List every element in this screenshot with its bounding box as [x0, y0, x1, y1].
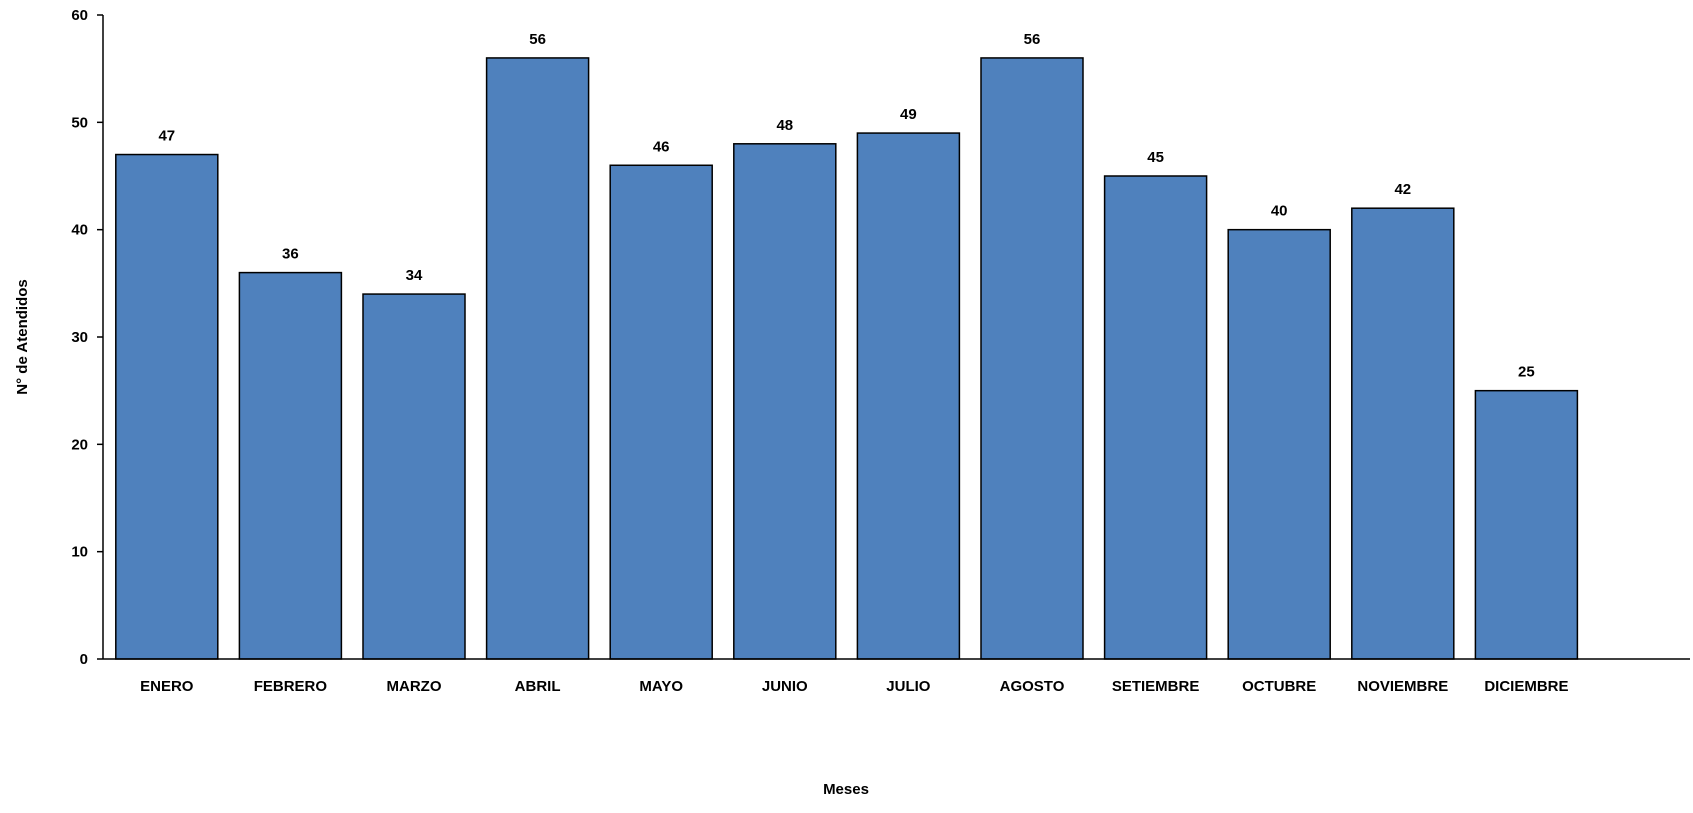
- x-tick-label-setiembre: SETIEMBRE: [1112, 678, 1200, 695]
- y-tick-label: 20: [71, 436, 88, 453]
- bar-agosto: [980, 57, 1084, 660]
- x-axis-title: Meses: [823, 781, 869, 798]
- data-label-mayo: 46: [653, 138, 670, 155]
- x-tick-label-junio: JUNIO: [762, 678, 808, 695]
- y-tick-label: 60: [71, 7, 88, 24]
- bar-octubre: [1227, 228, 1331, 660]
- bar-diciembre: [1474, 389, 1579, 660]
- x-tick-label-febrero: FEBRERO: [254, 678, 328, 695]
- y-tick-label: 50: [71, 114, 88, 131]
- data-label-octubre: 40: [1271, 203, 1288, 220]
- data-label-marzo: 34: [406, 267, 423, 284]
- x-tick-label-julio: JULIO: [886, 678, 931, 695]
- data-label-junio: 48: [776, 117, 793, 134]
- x-tick-label-octubre: OCTUBRE: [1242, 678, 1316, 695]
- x-tick-label-agosto: AGOSTO: [1000, 678, 1065, 695]
- x-tick-label-mayo: MAYO: [639, 678, 683, 695]
- bar-setiembre: [1103, 175, 1208, 660]
- data-label-diciembre: 25: [1518, 364, 1535, 381]
- y-tick-label: 30: [71, 329, 88, 346]
- data-label-agosto: 56: [1024, 31, 1041, 48]
- bar-marzo: [362, 293, 466, 660]
- y-tick-label: 10: [71, 544, 88, 561]
- data-label-julio: 49: [900, 106, 917, 123]
- bar-enero: [115, 153, 219, 660]
- bar-junio: [733, 143, 837, 660]
- bar-abril: [485, 57, 590, 660]
- bar-mayo: [609, 164, 713, 660]
- bars-group: [115, 57, 1579, 660]
- data-label-setiembre: 45: [1147, 149, 1164, 166]
- data-label-febrero: 36: [282, 246, 299, 263]
- y-axis-ticks: 0 10 20 30 40 50 60: [71, 7, 103, 668]
- x-tick-label-marzo: MARZO: [387, 678, 442, 695]
- y-axis-title: N° de Atendidos: [14, 279, 31, 394]
- bar-febrero: [238, 271, 343, 660]
- x-tick-label-diciembre: DICIEMBRE: [1484, 678, 1568, 695]
- data-label-noviembre: 42: [1394, 181, 1411, 198]
- x-axis-category-labels: ENERO FEBRERO MARZO ABRIL MAYO JUNIO JULIO AGOS…: [140, 678, 1568, 695]
- y-tick-label: 40: [71, 222, 88, 239]
- bar-julio: [856, 132, 961, 660]
- data-label-enero: 47: [158, 128, 175, 145]
- bar-noviembre: [1351, 207, 1455, 660]
- y-tick-label: 0: [80, 651, 88, 668]
- data-label-abril: 56: [529, 31, 546, 48]
- x-tick-label-abril: ABRIL: [515, 678, 561, 695]
- data-labels-group: 47 36 34 56 46 48 49 56 45 40 42 25: [158, 31, 1534, 381]
- x-tick-label-enero: ENERO: [140, 678, 194, 695]
- x-tick-label-noviembre: NOVIEMBRE: [1357, 678, 1448, 695]
